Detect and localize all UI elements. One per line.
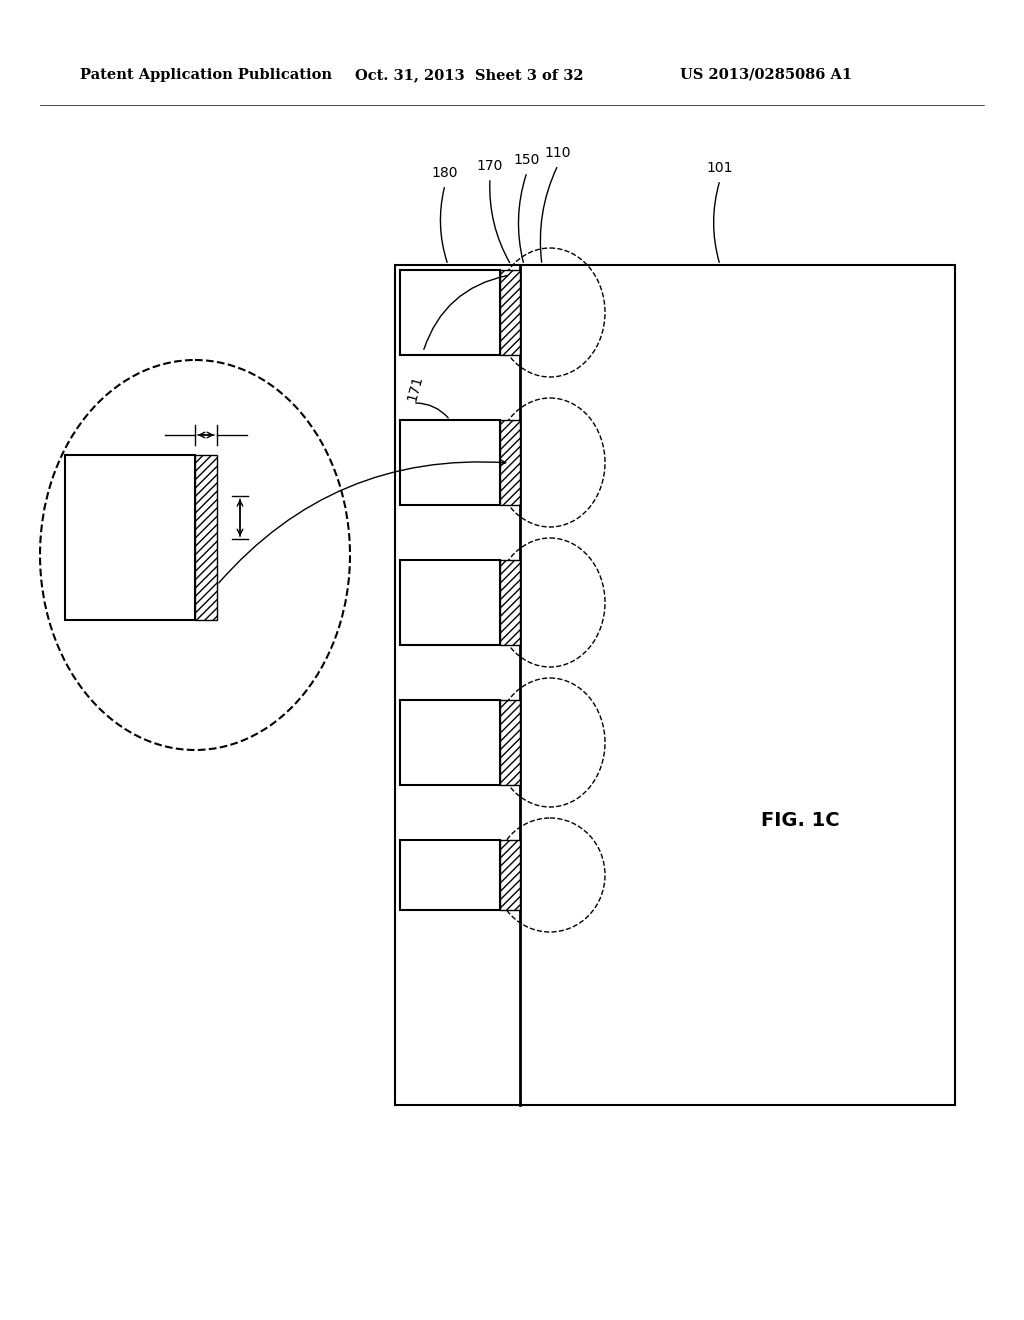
- Text: US 2013/0285086 A1: US 2013/0285086 A1: [680, 69, 852, 82]
- Bar: [500, 700, 520, 785]
- Text: t: t: [204, 408, 209, 421]
- Text: Patent Application Publication: Patent Application Publication: [80, 69, 332, 82]
- Bar: [500, 271, 520, 355]
- Text: 150: 150: [514, 153, 541, 168]
- Bar: [400, 700, 500, 785]
- Text: 170: 170: [477, 158, 503, 173]
- Bar: [500, 840, 520, 909]
- Text: 171: 171: [406, 374, 425, 403]
- Text: 101: 101: [707, 161, 733, 176]
- Bar: [395, 265, 955, 1105]
- Bar: [195, 455, 217, 620]
- Text: 181: 181: [415, 322, 435, 351]
- Text: 180: 180: [432, 166, 459, 180]
- Bar: [400, 840, 500, 909]
- Text: Oct. 31, 2013  Sheet 3 of 32: Oct. 31, 2013 Sheet 3 of 32: [355, 69, 584, 82]
- Bar: [65, 455, 195, 620]
- Bar: [400, 420, 500, 506]
- Bar: [400, 271, 500, 355]
- Text: d: d: [250, 511, 258, 524]
- Bar: [500, 420, 520, 506]
- Ellipse shape: [40, 360, 350, 750]
- Text: FIG. 1C: FIG. 1C: [761, 810, 840, 829]
- Bar: [500, 560, 520, 645]
- Bar: [400, 560, 500, 645]
- Text: 110: 110: [545, 147, 571, 160]
